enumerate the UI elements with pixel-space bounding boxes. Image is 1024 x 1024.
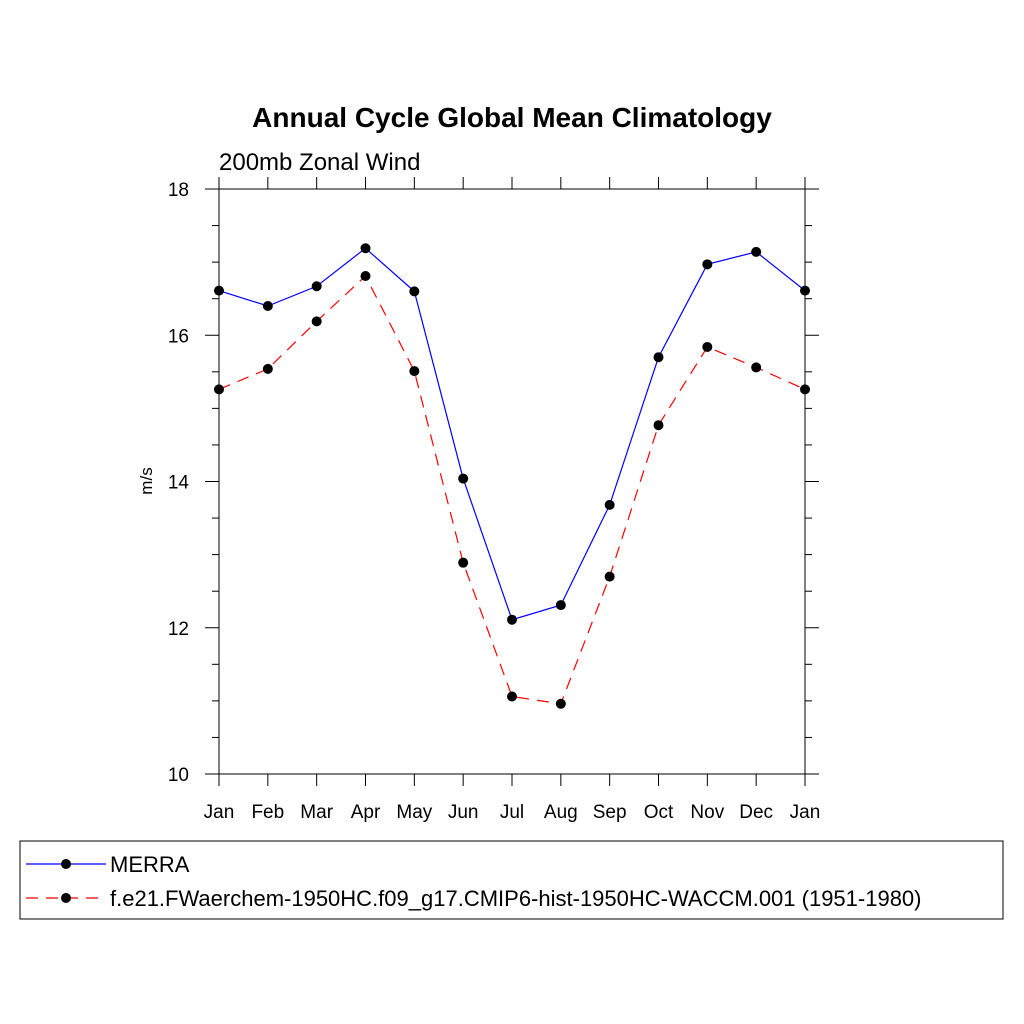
x-tick-label: Apr (351, 802, 381, 823)
y-tick-label: 12 (168, 619, 189, 640)
legend-marker-2 (61, 893, 71, 903)
y-axis-label: m/s (137, 467, 156, 494)
y-tick-label: 16 (168, 326, 189, 347)
x-tick-label: Jan (790, 802, 821, 823)
y-tick-label: 14 (168, 473, 190, 494)
series-1-point (653, 352, 664, 363)
series-1-point (409, 286, 420, 297)
series-1-point (262, 301, 273, 311)
series-2-point (360, 271, 371, 282)
series-1-point (555, 600, 566, 611)
legend-label-1: MERRA (110, 852, 190, 877)
legend-box (19, 840, 1004, 920)
series-2-point (800, 384, 810, 395)
series-2-point (507, 691, 517, 702)
y-tick-label: 18 (168, 180, 189, 201)
legend-label-2: f.e21.FWaerchem-1950HC.f09_g17.CMIP6-his… (110, 886, 922, 911)
series-2-point (262, 363, 273, 374)
x-tick-label: Mar (300, 802, 333, 823)
x-tick-label: Jul (500, 802, 524, 823)
chart-subtitle: 200mb Zonal Wind (219, 149, 420, 176)
legend: MERRA f.e21.FWaerchem-1950HC.f09_g17.CMIP… (26, 852, 922, 911)
series-2-point (409, 366, 420, 377)
series-2-point (702, 341, 713, 352)
series-2-point (751, 362, 762, 373)
legend-marker-1 (61, 859, 71, 869)
series-1-point (800, 285, 810, 296)
series-line-2 (218, 275, 806, 705)
x-tick-label: Oct (644, 802, 674, 823)
series-1-point (214, 285, 224, 296)
series-1-point (311, 281, 322, 292)
series-1-point (702, 259, 713, 270)
series-2-point (214, 384, 224, 395)
series-1-point (360, 243, 371, 254)
x-tick-label: Jun (448, 802, 479, 823)
series-2-point (604, 571, 615, 582)
x-tick-label: Nov (690, 802, 724, 823)
series-line-1 (218, 247, 806, 621)
series-1-point (458, 473, 469, 484)
series-2-point (458, 557, 469, 568)
series-1-point (507, 614, 517, 625)
series-1-point (751, 246, 762, 257)
x-tick-label: Feb (251, 802, 284, 823)
x-tick-label: Dec (739, 802, 773, 823)
x-tick-label: May (396, 802, 432, 823)
series-2-point (555, 698, 566, 709)
plot-area: Jan Feb Mar Apr May Jun Jul Aug Sep Oct Nov Dec Jan 1… (168, 177, 820, 823)
y-tick-label: 10 (168, 765, 189, 786)
chart-title: Annual Cycle Global Mean Climatology (252, 102, 772, 133)
series-2-point (311, 316, 322, 327)
series-1-point (604, 499, 615, 510)
plot-frame (218, 188, 806, 775)
x-tick-label: Jan (204, 802, 235, 823)
x-tick-label: Sep (593, 802, 627, 823)
series-2-point (653, 420, 664, 431)
x-tick-label: Aug (544, 802, 578, 823)
